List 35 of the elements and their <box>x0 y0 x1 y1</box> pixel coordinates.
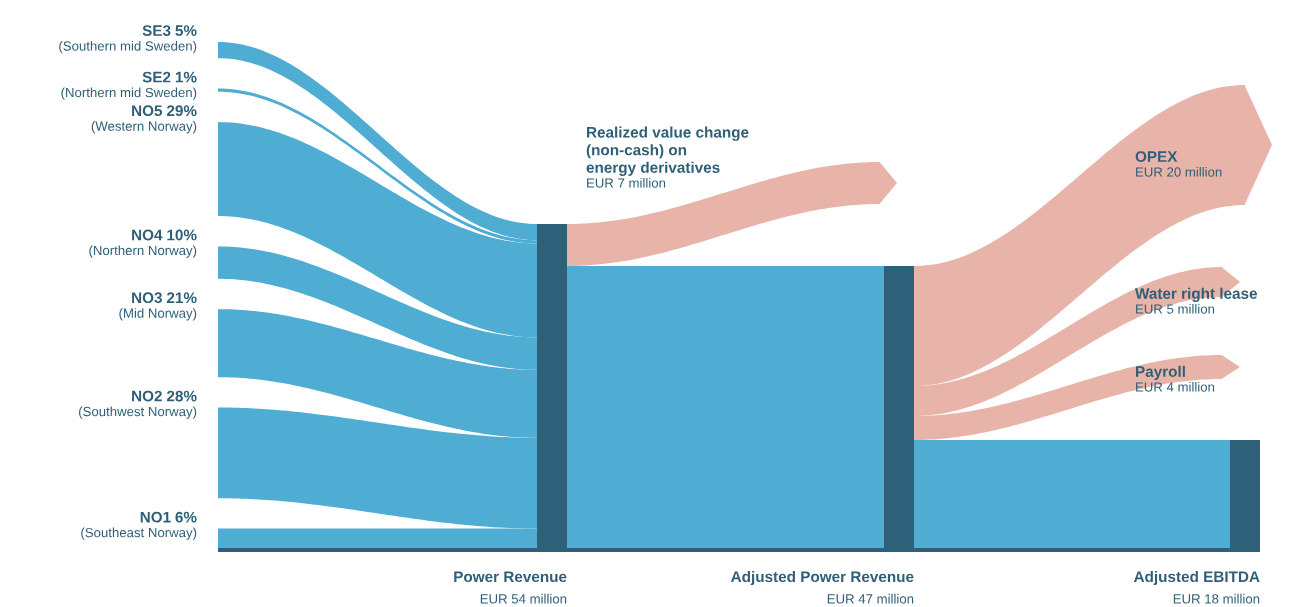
data-label: 28% <box>166 390 197 402</box>
category-label: NO4 <box>132 229 163 241</box>
data-label: EUR 5 million <box>1136 304 1215 314</box>
data-label: 29% <box>166 105 197 117</box>
category-label: Realized value change (non-cash) on energy derivatives <box>586 126 749 176</box>
data-label: EUR 7 million <box>587 178 666 188</box>
data-label: 5% <box>175 25 197 36</box>
category-label: Payroll <box>1136 365 1185 380</box>
category-label: Power Revenue <box>454 571 567 583</box>
data-label: EUR 4 million <box>1136 382 1215 392</box>
category-label: NO3 <box>132 292 162 304</box>
category-label: Water right lease <box>1135 287 1258 302</box>
data-label: EUR 54 million <box>480 593 567 604</box>
data-label: 21% <box>166 292 197 304</box>
category-label: Adjusted Power Revenue <box>731 570 914 586</box>
data-label: 10% <box>167 229 197 241</box>
text: (Southeast Norway) <box>81 527 197 540</box>
data-label: EUR 20 million <box>1136 167 1222 177</box>
category-label: NO5 <box>132 105 163 117</box>
text: (Southwest Norway) <box>79 406 197 419</box>
data-label: 6% <box>175 511 197 523</box>
data-label: EUR 18 million <box>1173 593 1260 604</box>
text: (Northern Norway) <box>89 245 197 258</box>
category-label: SE2 <box>142 71 171 83</box>
category-label: NO1 <box>140 511 171 523</box>
category-label: Adjusted EBITDA <box>1133 570 1260 586</box>
data-label: EUR 47 million <box>827 593 914 604</box>
category-label: NO2 <box>132 390 162 402</box>
category-label: SE3 <box>142 25 171 36</box>
text: (Southern mid Sweden) <box>59 41 197 54</box>
category-label: OPEX <box>1135 151 1178 162</box>
text: (Western Norway) <box>91 121 197 134</box>
data-label: 1% <box>175 71 197 83</box>
text: (Northern mid Sweden) <box>61 87 197 100</box>
text: (Mid Norway) <box>119 308 197 321</box>
